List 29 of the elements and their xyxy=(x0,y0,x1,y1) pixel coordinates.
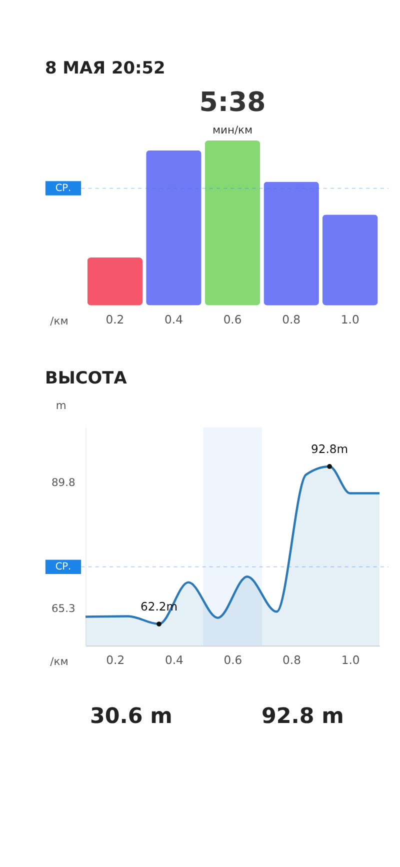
chart-title: 8 МАЯ 20:52 xyxy=(44,58,166,78)
annotation: мин/км xyxy=(212,123,253,136)
x-tick-label: 0.8 xyxy=(282,652,301,667)
bar xyxy=(322,214,378,306)
text: 92.8 m xyxy=(261,704,344,730)
x-tick-label: 0.8 xyxy=(282,312,301,327)
ref-line-label: СР. xyxy=(55,562,72,573)
x-tick-label: 1.0 xyxy=(340,312,360,327)
y-axis-title: m xyxy=(56,399,66,412)
x-axis-title: /км xyxy=(50,654,68,668)
bar xyxy=(264,182,319,306)
x-tick-label: 0.4 xyxy=(164,652,184,667)
text: 30.6 m xyxy=(90,704,172,730)
annotation: 92.8m xyxy=(311,442,348,456)
bar xyxy=(146,150,202,306)
annotation: 5:38 xyxy=(199,87,266,118)
x-tick-label: 0.2 xyxy=(106,652,125,667)
y-tick-label: 65.3 xyxy=(51,602,76,616)
ref-line-label: СР. xyxy=(55,182,72,194)
x-tick-label: 0.4 xyxy=(164,312,183,327)
x-tick-label: 0.6 xyxy=(223,312,242,327)
x-tick-label: 0.2 xyxy=(106,312,124,327)
x-tick-label: 0.6 xyxy=(224,652,242,667)
bar xyxy=(204,140,260,306)
x-tick-label: 1.0 xyxy=(341,652,360,667)
chart-title: ВЫСОТА xyxy=(44,368,127,388)
x-axis-title: /км xyxy=(50,314,68,328)
y-tick-label: 89.8 xyxy=(51,476,76,489)
bar xyxy=(87,258,143,306)
